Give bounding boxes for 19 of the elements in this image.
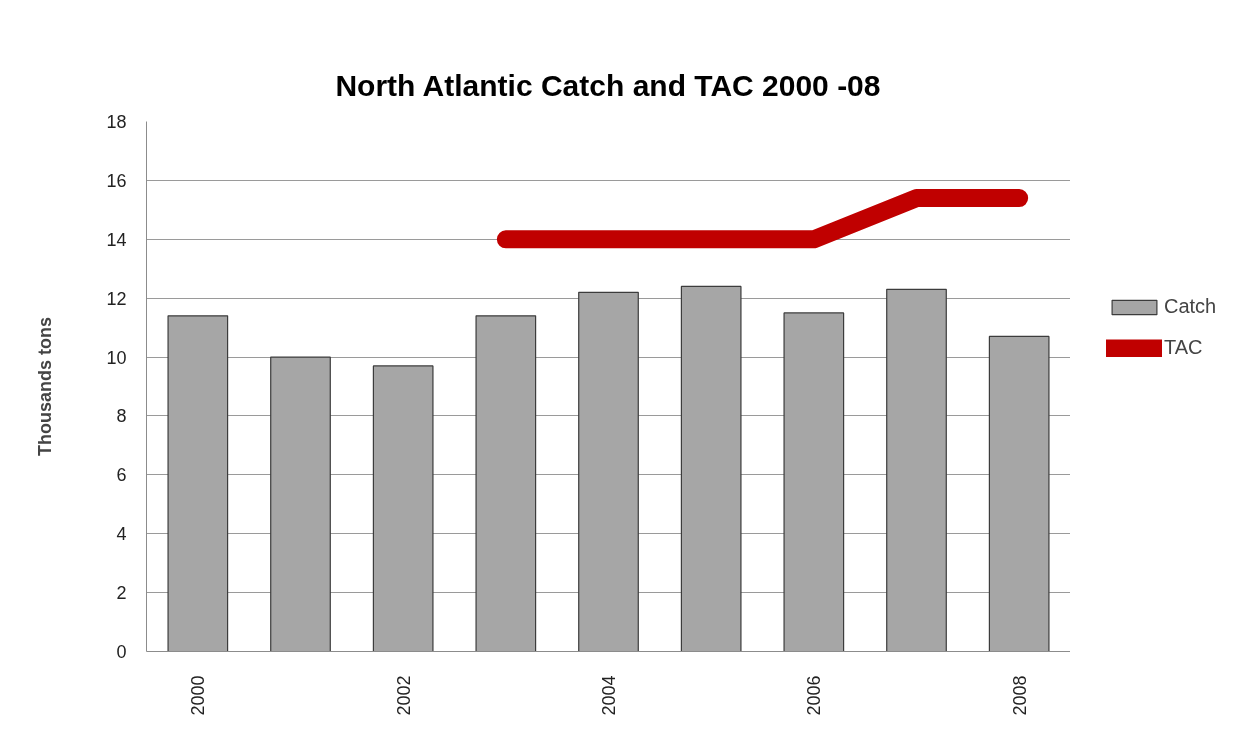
x-tick-label: 2008 <box>1009 675 1030 716</box>
x-tick-label: 2006 <box>804 675 825 716</box>
legend-label: Catch <box>1164 295 1217 318</box>
legend-label: TAC <box>1164 336 1203 359</box>
y-tick-label: 2 <box>116 583 127 604</box>
y-tick-label: 12 <box>106 288 127 309</box>
y-tick-label: 16 <box>106 170 127 191</box>
y-tick-label: 0 <box>116 642 127 662</box>
y-tick-label: 6 <box>116 465 127 486</box>
y-axis-title: Thousands tons <box>35 317 56 456</box>
y-tick-label: 18 <box>106 112 127 132</box>
y-tick-label: 8 <box>116 406 127 427</box>
y-tick-label: 10 <box>106 347 127 368</box>
chart-title: North Atlantic Catch and TAC 2000 -08 <box>335 68 881 102</box>
y-tick-label: 14 <box>106 229 127 250</box>
y-tick-label: 4 <box>116 524 127 545</box>
x-tick-label: 2000 <box>188 675 209 716</box>
x-tick-label: 2002 <box>393 675 414 716</box>
x-tick-label: 2004 <box>599 675 619 716</box>
